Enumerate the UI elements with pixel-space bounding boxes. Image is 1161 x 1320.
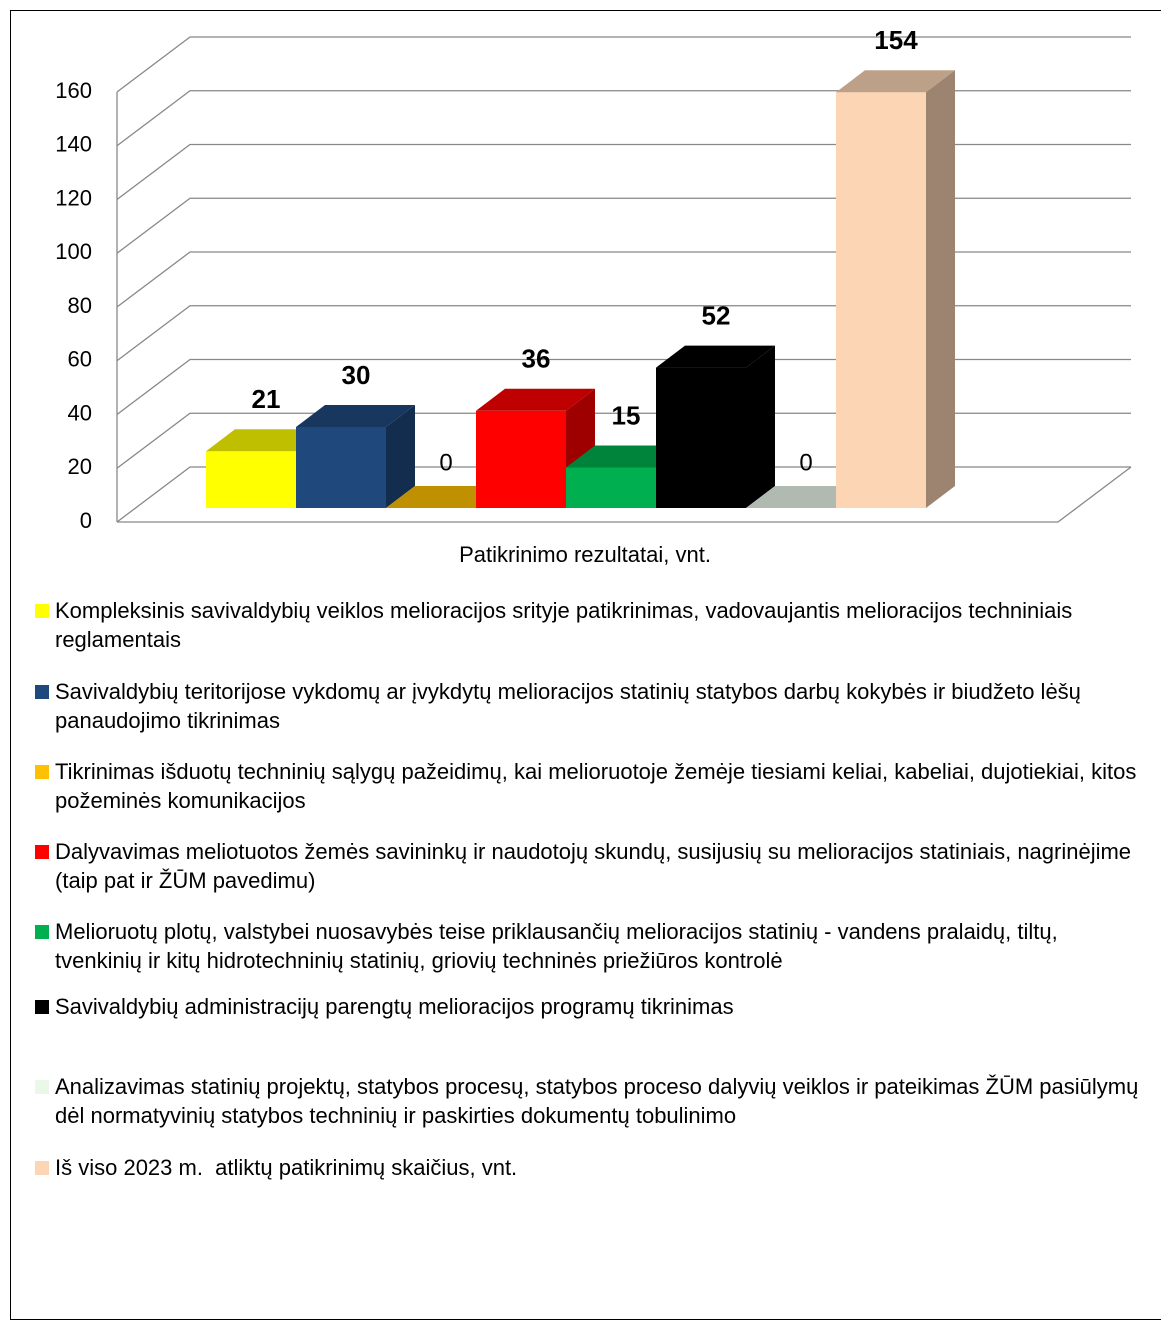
- value-label: 36: [522, 344, 551, 374]
- bar-side: [386, 405, 415, 508]
- legend-label: Kompleksinis savivaldybių veiklos melior…: [55, 598, 1079, 652]
- bar-front: [476, 410, 566, 508]
- legend-label: Savivaldybių administracijų parengtų mel…: [55, 994, 734, 1019]
- legend-label: Iš viso 2023 m. atliktų patikrinimų skai…: [55, 1155, 518, 1180]
- legend-swatch: [35, 845, 49, 859]
- y-tick-label: 120: [55, 185, 92, 210]
- value-label: 52: [702, 300, 731, 330]
- grid-line: [116, 412, 1131, 469]
- value-label: 0: [439, 449, 452, 476]
- y-tick-label: 100: [55, 239, 92, 264]
- grid-line: [116, 143, 1131, 201]
- bar-front: [656, 367, 746, 508]
- bar-front: [566, 467, 656, 508]
- value-label: 30: [342, 360, 371, 390]
- grid-line: [116, 305, 1131, 362]
- bar-front: [206, 451, 296, 508]
- bar-top: [566, 445, 685, 468]
- bar-side: [746, 345, 775, 508]
- y-tick-label: 80: [68, 293, 92, 318]
- value-label: 21: [252, 384, 281, 414]
- bar-top: [836, 70, 955, 93]
- legend-swatch: [35, 1080, 49, 1094]
- value-label: 15: [612, 400, 641, 430]
- y-tick-label: 20: [68, 454, 92, 479]
- grid-line: [116, 36, 1131, 93]
- value-label: 154: [874, 25, 918, 55]
- legend-swatch: [35, 925, 49, 939]
- legend-label: Savivaldybių teritorijose vykdomų ar įvy…: [55, 679, 1088, 733]
- y-tick-label: 60: [68, 347, 92, 372]
- bar-side: [926, 70, 955, 508]
- legend-label: Melioruotų plotų, valstybei nuosavybės t…: [55, 919, 1064, 973]
- bar-top: [476, 388, 595, 411]
- bar-top: [296, 405, 415, 427]
- legend-swatch: [35, 765, 49, 779]
- bar-top: [206, 429, 325, 452]
- bar-top: [386, 486, 505, 508]
- y-tick-label: 40: [68, 400, 92, 425]
- bar-top: [746, 486, 865, 508]
- legend-swatch: [35, 1000, 49, 1014]
- legend-swatch: [35, 1161, 49, 1175]
- legend-label: Analizavimas statinių projektų, statybos…: [55, 1074, 1145, 1128]
- x-axis-label: Patikrinimo rezultatai, vnt.: [459, 542, 711, 567]
- grid-line: [116, 251, 1131, 308]
- grid-line: [116, 197, 1131, 254]
- legend-swatch: [35, 604, 49, 618]
- y-tick-label: 140: [55, 132, 92, 157]
- y-tick-label: 0: [80, 508, 92, 533]
- bar-front: [296, 427, 386, 508]
- legend-label: Tikrinimas išduotų techninių sąlygų paže…: [55, 759, 1143, 813]
- bar-top: [656, 345, 775, 368]
- legend-label: Dalyvavimas meliotuotos žemės savininkų …: [55, 839, 1138, 893]
- legend-swatch: [35, 685, 49, 699]
- y-tick-label: 160: [55, 78, 92, 103]
- grid-line: [116, 90, 1131, 147]
- bar-front: [836, 92, 926, 508]
- grid-line: [116, 358, 1131, 416]
- grid-line: [116, 466, 1131, 523]
- value-label: 0: [799, 449, 812, 476]
- floor-edge: [117, 466, 1132, 523]
